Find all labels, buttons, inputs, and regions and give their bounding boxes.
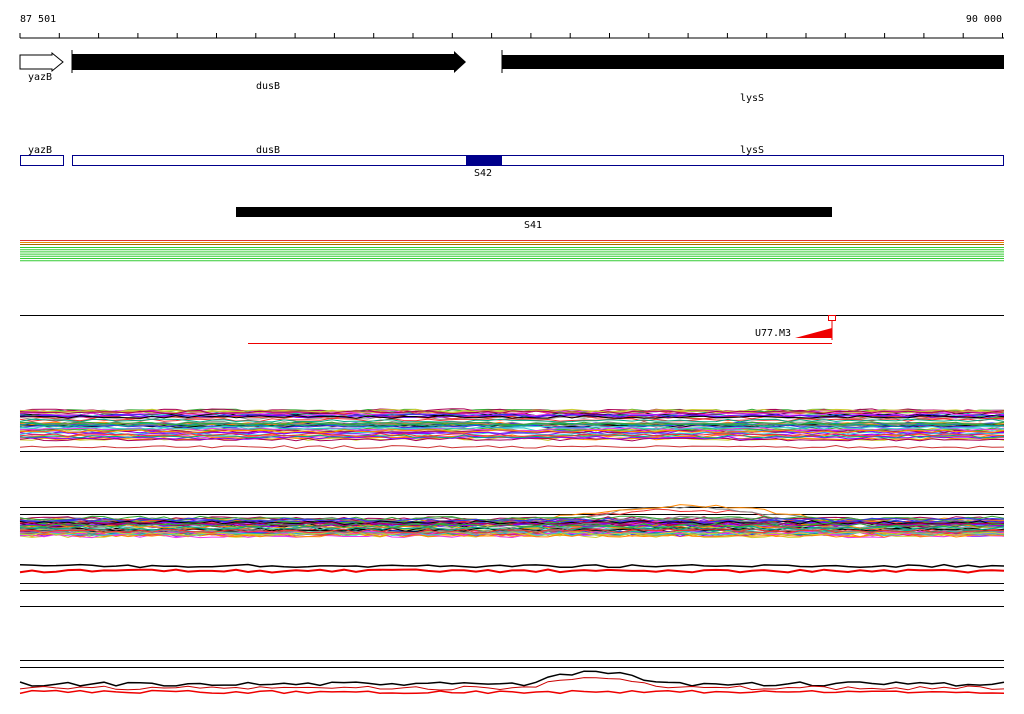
gene-bar: [502, 55, 1004, 69]
ruler-end: 90 000: [966, 14, 1002, 25]
signal-line: [19, 525, 1005, 532]
transcript-label: yazB: [28, 145, 52, 156]
signal-line: [19, 429, 1005, 434]
signal-line: [19, 528, 1004, 534]
signal-line: [19, 670, 1005, 687]
signal-line: [19, 410, 1005, 415]
segment-label: S41: [524, 220, 542, 231]
signal-line: [19, 521, 1005, 527]
transcript-box: [20, 155, 64, 166]
transcript-box: [72, 155, 1004, 166]
gene-track: yazB dusB lysS: [19, 50, 1004, 104]
probe-track: U77.M3: [20, 315, 1004, 344]
transcript-track: yazB dusB lysS S42: [20, 145, 1004, 179]
signal-line: [19, 444, 1005, 450]
segment-bar: [236, 207, 832, 217]
gene-label: lysS: [740, 93, 764, 104]
probe-marker: [828, 315, 836, 321]
signal-line: [19, 568, 1005, 574]
signal-line: [19, 532, 1005, 538]
signal-line: [19, 435, 1005, 440]
ruler-start: 87 501: [20, 14, 56, 25]
transcript-label: dusB: [256, 145, 280, 156]
segment-track: S41: [236, 207, 832, 231]
signal-line: [19, 677, 1005, 691]
signal-tracks: [19, 408, 1005, 695]
signal-line: [19, 425, 1005, 430]
signal-line: [19, 434, 1005, 439]
signal-line: [19, 414, 1005, 419]
gene-label: yazB: [28, 72, 52, 83]
signal-line: [19, 689, 1005, 695]
probe-marker: [795, 328, 832, 338]
signal-line: [19, 525, 1005, 531]
gene-arrow: [72, 51, 466, 73]
signal-line: [19, 437, 1005, 442]
signal-line: [19, 517, 1005, 523]
transcript-label: lysS: [740, 145, 764, 156]
signal-line: [19, 412, 1005, 417]
segment-label: S42: [474, 168, 492, 179]
signal-line: [19, 429, 1005, 434]
segment-box: [466, 155, 502, 166]
signal-line: [19, 432, 1005, 438]
signal-line: [19, 515, 1004, 535]
flat-lines: [20, 240, 1004, 262]
probe-label: U77.M3: [755, 328, 791, 339]
signal-line: [19, 418, 1005, 423]
signal-line: [19, 530, 1005, 536]
gene-label: dusB: [256, 81, 280, 92]
ruler: 87 501 90 000: [19, 14, 1004, 39]
gene-arrow: [19, 51, 64, 73]
signal-line: [19, 520, 1005, 539]
signal-line: [19, 563, 1005, 569]
signal-line: [20, 421, 1005, 426]
signal-line: [19, 515, 1005, 521]
signal-line: [19, 522, 1005, 528]
